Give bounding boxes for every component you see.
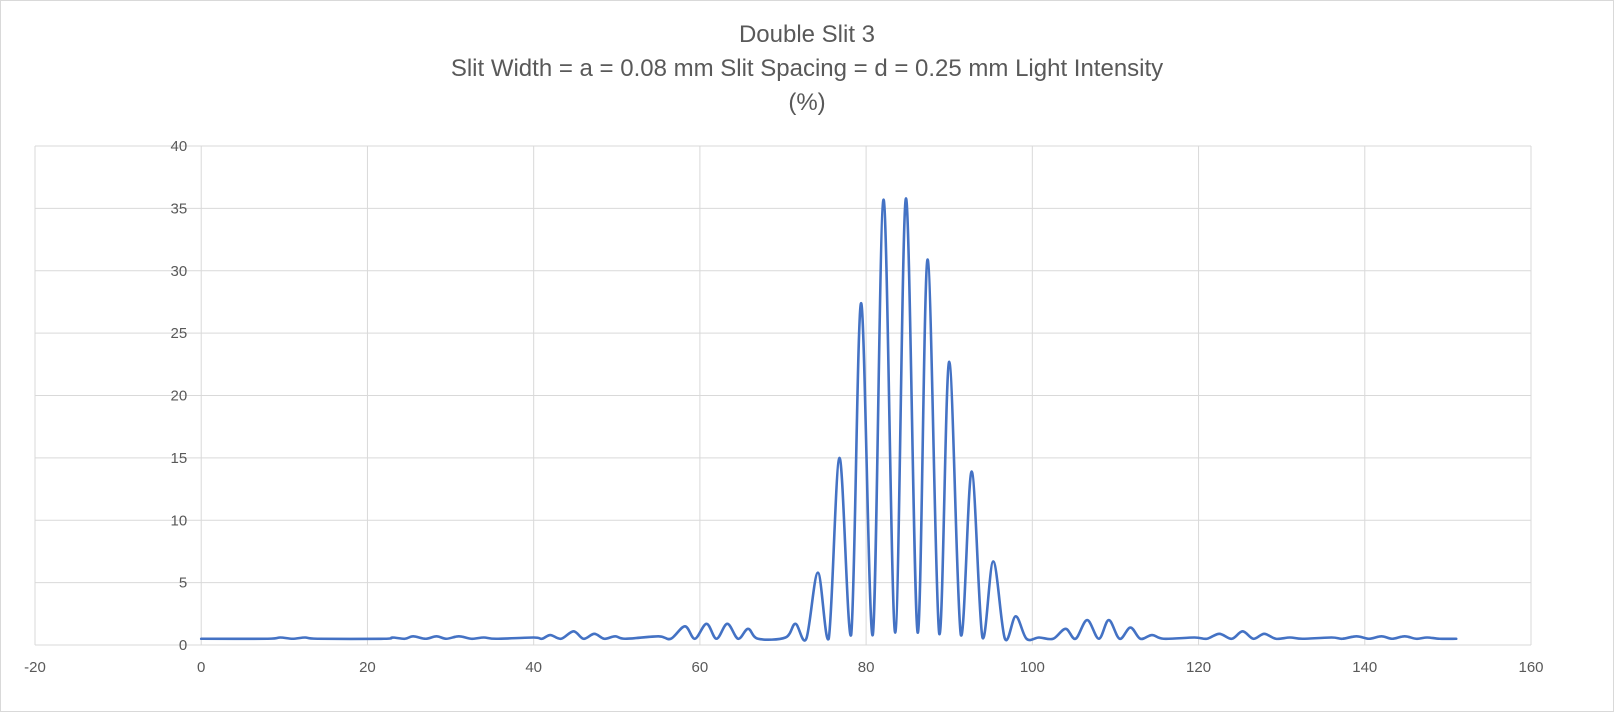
chart-title: Double Slit 3 Slit Width = a = 0.08 mm S… (0, 18, 1614, 120)
y-tick-label: 5 (179, 575, 187, 592)
x-tick-label: 40 (525, 659, 542, 676)
y-tick-label: 35 (171, 200, 188, 217)
y-axis-ticks: 0 5 10 15 20 25 30 35 40 (171, 138, 188, 654)
x-tick-label: -20 (24, 659, 46, 676)
y-tick-label: 30 (171, 263, 188, 280)
series-layer (199, 197, 1458, 642)
x-tick-label: 80 (858, 659, 875, 676)
y-tick-label: 0 (179, 637, 187, 654)
x-tick-label: 160 (1518, 659, 1543, 676)
x-tick-label: 0 (197, 659, 205, 676)
series-line (199, 197, 1458, 642)
x-tick-label: 20 (359, 659, 376, 676)
chart-title-line-1: Double Slit 3 (738, 21, 876, 48)
y-tick-label: 10 (171, 512, 188, 529)
x-tick-label: 60 (692, 659, 709, 676)
x-tick-label: 120 (1186, 659, 1211, 676)
y-tick-label: 20 (171, 388, 188, 405)
chart-title-line-2: Slit Width = a = 0.08 mm Slit Spacing = … (450, 55, 1164, 82)
x-tick-label: 100 (1020, 659, 1045, 676)
gridlines (34, 145, 1532, 646)
x-axis-ticks: -20 0 20 40 60 80 100 120 140 160 (24, 659, 1543, 676)
y-tick-label: 15 (171, 450, 188, 467)
y-tick-label: 40 (171, 138, 188, 155)
y-tick-label: 25 (171, 325, 188, 342)
x-tick-label: 140 (1352, 659, 1377, 676)
chart-title-line-3: (%) (788, 89, 826, 116)
